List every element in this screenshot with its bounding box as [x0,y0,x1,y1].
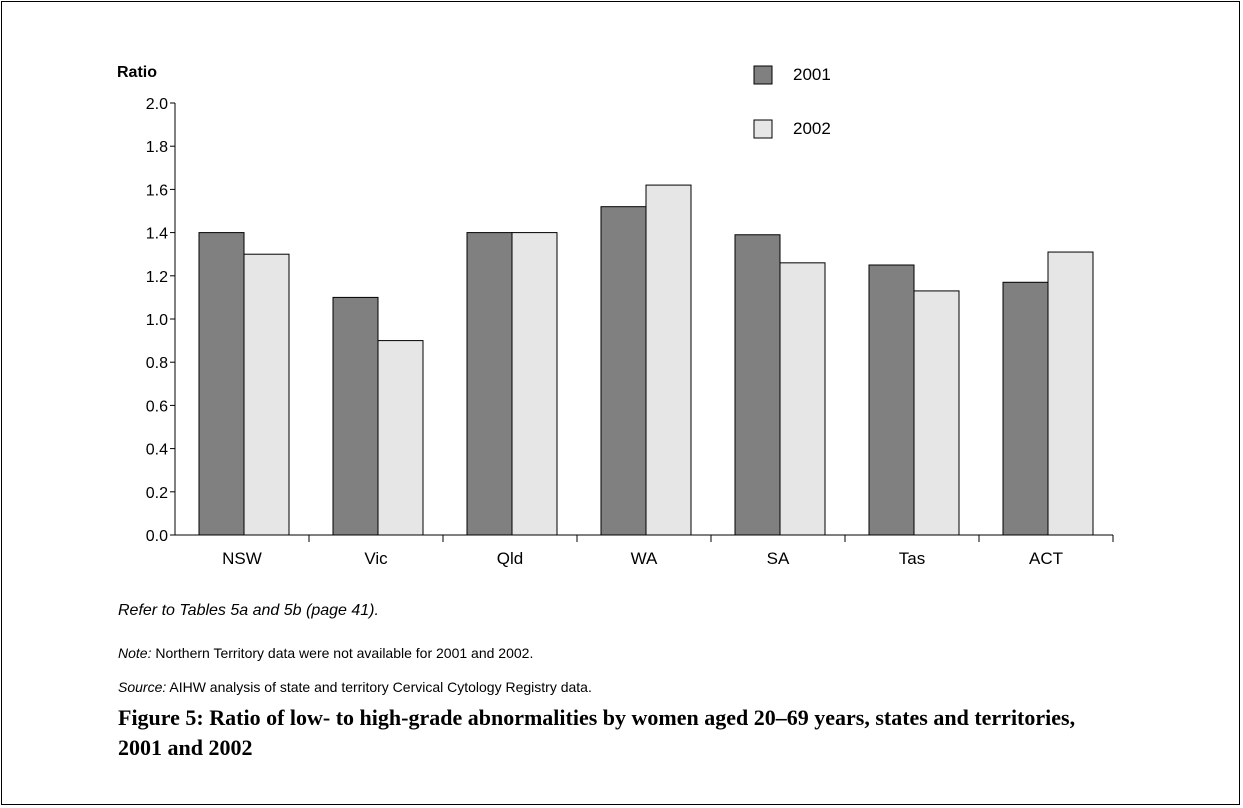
note-caption: Note: Northern Territory data were not a… [118,645,533,661]
y-tick-label: 1.8 [146,139,168,156]
y-tick-label: 1.4 [146,226,168,243]
tick-labels: 0.0 0.2 0.4 0.6 0.8 1.0 1.2 1.4 1.6 1.8 2.0 NSW Vic Q… [146,96,1063,568]
y-tick-label: 0.0 [146,528,168,545]
y-tick-label: 1.6 [146,182,168,199]
figure-title: Figure 5: Ratio of low- to high-grade ab… [118,705,1076,760]
y-axis-label: Ratio [117,64,157,81]
bar-2001-Tas [868,264,915,536]
x-tick-label: Vic [364,549,388,568]
bar-2001-SA [734,234,781,536]
legend-swatch [753,119,773,139]
y-tick-label: 0.8 [146,355,168,372]
y-tick-label: 0.6 [146,398,168,415]
bar-2001-WA [600,206,647,536]
source-caption: Source: AIHW analysis of state and terri… [118,679,592,695]
legend-swatch [753,65,773,85]
x-tick-label: WA [631,549,658,568]
bar-2001-NSW [198,232,245,536]
bar-chart: Ratio 0.0 0.2 0.4 0.6 0.8 1.0 1.2 1.4 1.6 1.8 2.0 N… [117,64,1114,568]
bar-2002-Qld [511,232,558,536]
y-tick-label: 1.2 [146,269,168,286]
source-label: Source: [118,679,167,695]
legend-label: 2001 [793,65,831,84]
legend-label: 2002 [793,119,831,138]
y-tick-label: 0.2 [146,485,168,502]
x-tick-label: NSW [222,549,262,568]
bar-2002-NSW [243,253,290,536]
x-tick-label: Qld [497,549,523,568]
bar-2002-ACT [1047,251,1094,536]
x-tick-label: Tas [899,549,925,568]
bar-2002-Tas [913,290,960,536]
bars [198,184,1094,536]
y-tick-label: 1.0 [146,312,168,329]
note-label: Note: [118,645,152,661]
bar-2001-Qld [466,232,513,536]
x-tick-label: SA [767,549,790,568]
legend: 2001 2002 [753,65,831,139]
note-text: Northern Territory data were not availab… [151,645,534,661]
bar-2002-WA [645,184,692,536]
source-text: AIHW analysis of state and territory Cer… [166,679,592,695]
bar-2002-Vic [377,340,424,536]
x-tick-label: ACT [1029,549,1063,568]
y-tick-label: 0.4 [146,442,168,459]
bar-2001-ACT [1002,281,1049,536]
y-tick-label: 2.0 [146,96,168,113]
bar-2001-Vic [332,296,379,536]
refer-caption: Refer to Tables 5a and 5b (page 41). [118,602,379,619]
bar-2002-SA [779,262,826,536]
